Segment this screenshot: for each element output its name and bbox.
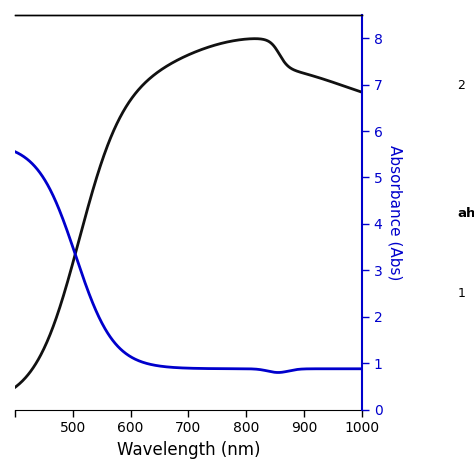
Text: 1: 1 xyxy=(457,287,465,301)
Text: $\mathbf{ah\nu^{1/2}}$: $\mathbf{ah\nu^{1/2}}$ xyxy=(457,205,474,222)
X-axis label: Wavelength (nm): Wavelength (nm) xyxy=(117,441,260,459)
Text: 2: 2 xyxy=(457,79,465,92)
Y-axis label: Absorbance (Abs): Absorbance (Abs) xyxy=(387,145,402,280)
